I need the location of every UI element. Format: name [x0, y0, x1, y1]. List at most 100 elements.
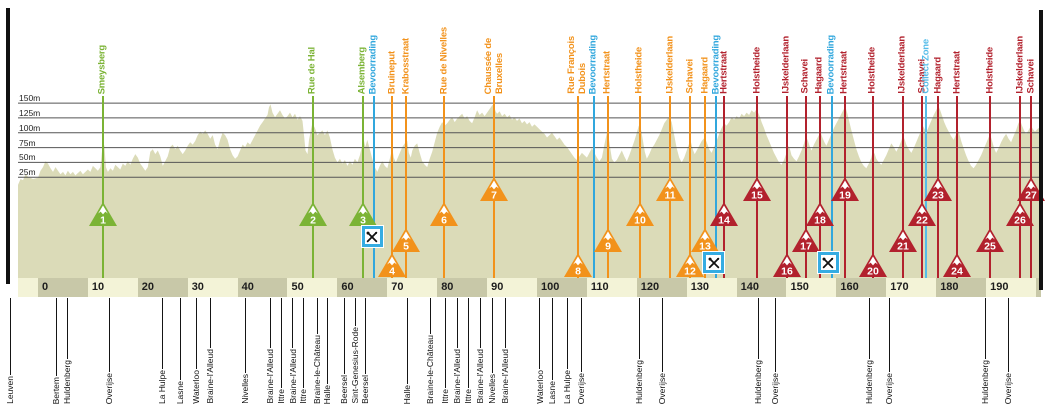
town-item: Lasne [174, 298, 186, 404]
climb-label: Krabosstraat [400, 37, 412, 94]
mountain-icon: 19 [830, 177, 859, 202]
mountain-icon: 4 [378, 253, 407, 278]
ruler-block [736, 278, 787, 297]
feed-zone-label: Bevoorrading [588, 35, 599, 94]
mountain-icon: 7 [480, 177, 509, 202]
climb-marker: 7 [479, 176, 509, 202]
town-item: Nivelles [486, 298, 498, 404]
mountain-icon: 6 [430, 202, 459, 227]
climb-marker: 3 [348, 201, 378, 227]
climb-label: Chaussée de Bruxelles [483, 38, 505, 94]
landmark-name: Schavei [684, 59, 696, 94]
town-label: Bertem [51, 376, 62, 404]
town-item: La Hulpe [562, 298, 574, 404]
town-label: Overijse [104, 372, 115, 404]
town-label: Huldenberg [864, 360, 875, 404]
town-line [984, 298, 986, 360]
town-line [209, 298, 211, 349]
town-item: Braine-l'Alleud [474, 298, 486, 404]
town-line [317, 298, 319, 335]
town-item: Overijse [884, 298, 896, 404]
climb-marker: 14 [709, 201, 739, 227]
climb-marker: 6 [429, 201, 459, 227]
town-line [162, 298, 164, 369]
mountain-icon: 10 [625, 202, 654, 227]
landmark-name: Krabosstraat [400, 37, 412, 94]
feed-zone-line [715, 96, 718, 278]
town-label: Ittre [275, 389, 286, 404]
climb-number: 4 [389, 266, 395, 278]
town-line [9, 298, 11, 376]
km-tick-label: 90 [491, 281, 504, 293]
town-label: Halle [402, 384, 413, 404]
climb-number: 20 [867, 266, 879, 278]
town-label: Overijse [656, 372, 667, 404]
feed-station-icon [703, 252, 725, 273]
climb-marker: 23 [923, 176, 953, 202]
climb-label: Hagaard [932, 57, 944, 94]
climb-marker: 20 [858, 252, 888, 278]
town-item: Overijse [576, 298, 588, 404]
town-label: Braine-l'Alleud [451, 349, 462, 404]
town-item: Bertem [51, 298, 63, 404]
town-line [456, 298, 458, 349]
feed-zone-line [592, 96, 595, 278]
climb-line [785, 96, 788, 278]
climb-label: IJskelderlaan [1014, 36, 1026, 94]
climb-marker: 9 [593, 227, 623, 253]
town-line [344, 298, 346, 375]
km-tick-label: 10 [91, 281, 105, 293]
climb-label: Rue de Nivelles [438, 27, 450, 94]
climb-number: 2 [310, 215, 316, 227]
start-line [6, 8, 10, 284]
elevation-tick-label: 50m [19, 152, 36, 163]
town-line [280, 298, 282, 389]
landmark-name: Schavei [799, 59, 811, 94]
km-tick-label: 60 [341, 281, 354, 293]
mountain-icon: 20 [858, 253, 887, 278]
town-label: Halle [322, 384, 333, 404]
mountain-icon: 18 [805, 202, 834, 227]
town-line [67, 298, 69, 360]
climb-line [606, 96, 609, 278]
town-item: Overijse [769, 298, 781, 404]
climb-number: 12 [684, 266, 696, 278]
town-item: Braine-le-Château [424, 298, 436, 404]
town-line [774, 298, 776, 372]
landmark-name: Alsemberg [356, 46, 368, 94]
town-label: Ittre [439, 389, 450, 404]
landmark-name: Smeysberg [96, 44, 108, 94]
km-tick-label: 110 [590, 281, 609, 293]
landmark-name: Holstheide [751, 47, 763, 94]
mountain-icon: 23 [924, 177, 953, 202]
mountain-icon: 15 [743, 177, 772, 202]
town-line [56, 298, 58, 376]
climb-label: Hertstraat [602, 51, 613, 94]
climb-number: 23 [932, 190, 944, 202]
town-line [567, 298, 569, 369]
town-item: Lasne [547, 298, 559, 404]
mountain-icon: 8 [563, 253, 592, 278]
climb-label: Hertstraat [951, 51, 963, 94]
town-line [539, 298, 541, 370]
climb-line [638, 96, 641, 278]
town-item: Ittre [275, 298, 287, 404]
climb-marker: 11 [655, 176, 685, 202]
crossed-cutlery-icon [708, 257, 719, 268]
town-line [269, 298, 271, 349]
climb-line [101, 96, 104, 278]
mountain-icon: 5 [392, 228, 421, 253]
landmark-name: Bevoorrading [367, 34, 379, 94]
km-tick-label: 0 [42, 281, 49, 293]
ruler-block [437, 278, 488, 297]
mountain-icon: 17 [791, 228, 820, 253]
landmark-name: Holstheide [984, 47, 996, 94]
ruler-block [1036, 278, 1041, 297]
climb-line [818, 96, 821, 278]
climb-line [723, 96, 726, 278]
climb-label: Hertstraat [718, 51, 730, 94]
climb-label: Schavei [800, 59, 811, 94]
climb-label: Holstheide [867, 47, 878, 94]
town-line [757, 298, 759, 360]
